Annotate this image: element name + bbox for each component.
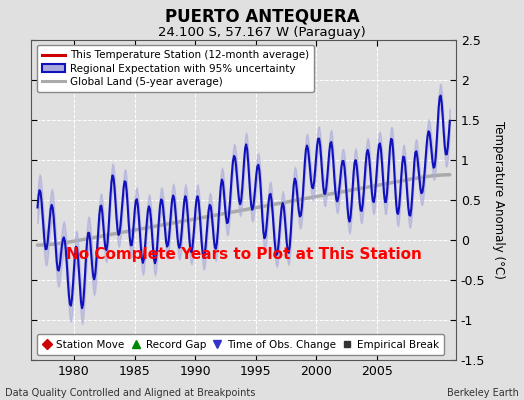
Text: No Complete Years to Plot at This Station: No Complete Years to Plot at This Statio… [66,247,422,262]
Text: Berkeley Earth: Berkeley Earth [447,388,519,398]
Text: 24.100 S, 57.167 W (Paraguay): 24.100 S, 57.167 W (Paraguay) [158,26,366,39]
Text: Data Quality Controlled and Aligned at Breakpoints: Data Quality Controlled and Aligned at B… [5,388,256,398]
Y-axis label: Temperature Anomaly (°C): Temperature Anomaly (°C) [492,121,505,279]
Text: PUERTO ANTEQUERA: PUERTO ANTEQUERA [165,8,359,26]
Legend: Station Move, Record Gap, Time of Obs. Change, Empirical Break: Station Move, Record Gap, Time of Obs. C… [37,334,444,355]
